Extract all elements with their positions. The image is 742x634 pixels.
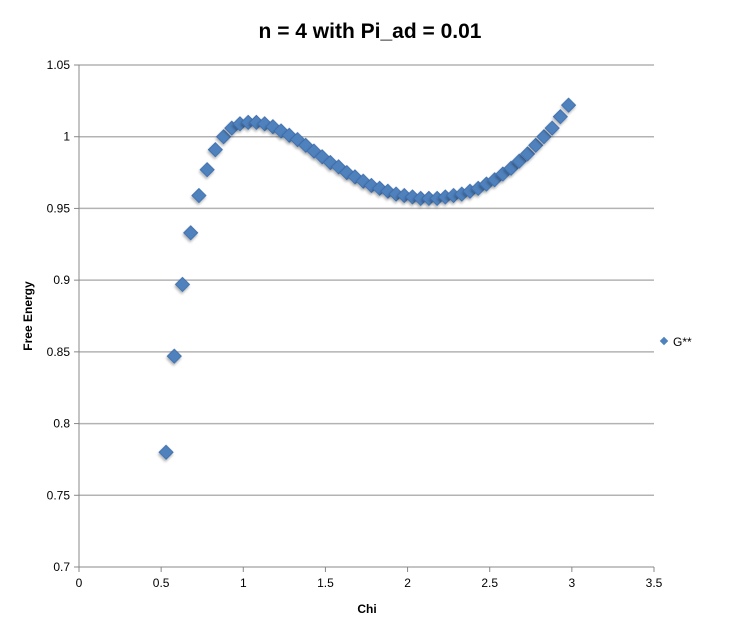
y-tick-label: 0.8 [53,417,70,431]
data-point [215,129,232,145]
x-tick-label: 0.5 [153,576,170,590]
y-tick-label: 1.05 [47,58,71,72]
x-tick-label: 3.5 [646,576,663,590]
data-point [552,108,568,125]
x-tick-label: 1 [240,576,247,590]
x-tick-label: 1.5 [317,576,334,590]
data-point [199,162,215,178]
y-axis-label: Free Energy [21,281,35,351]
y-tick-label: 1 [63,130,70,144]
data-point [519,146,536,162]
chart-title: n = 4 with Pi_ad = 0.01 [259,20,482,43]
data-point [183,225,199,241]
data-point [240,114,256,131]
data-point [511,153,527,169]
x-tick-label: 0 [76,576,83,590]
data-point [421,190,437,207]
legend-label: G** [673,335,692,349]
data-point [158,444,174,460]
y-tick-label: 0.9 [53,273,70,287]
x-tick-label: 2.5 [481,576,498,590]
x-tick-label: 3 [569,576,576,590]
x-axis-label: Chi [357,602,376,616]
data-point [536,129,552,145]
data-point [413,190,429,207]
data-point [528,137,544,153]
y-tick-label: 0.85 [47,345,71,359]
x-tick-label: 2 [404,576,411,590]
data-point [174,276,191,293]
data-point [166,348,182,364]
legend: G** [659,335,692,349]
y-tick-label: 0.95 [47,201,71,215]
data-point [207,141,223,158]
legend-marker [659,336,669,346]
data-point [503,160,519,176]
y-tick-label: 0.75 [47,488,71,502]
y-tick-label: 0.7 [53,560,70,574]
data-point [191,187,207,204]
data-point [544,120,560,136]
data-point [560,97,577,113]
